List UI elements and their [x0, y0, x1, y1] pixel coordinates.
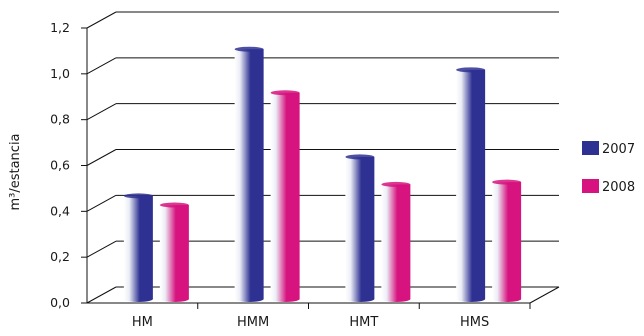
bars — [123, 46, 522, 302]
gridline-side — [86, 240, 117, 258]
y-axis-label: m³/estancia — [8, 133, 23, 210]
gridline-side — [86, 11, 117, 29]
y-tick-label: 0,8 — [50, 112, 70, 127]
gridline-side — [86, 149, 117, 166]
y-tick-label: 1,0 — [50, 66, 70, 81]
legend-item-2008: 2008 — [582, 179, 635, 195]
axes — [81, 27, 560, 309]
x-tick-label: HM — [132, 315, 153, 330]
y-tick-label: 0,6 — [50, 158, 70, 173]
gridlines — [86, 11, 559, 304]
gridline-side — [86, 57, 117, 75]
floor-edge — [529, 286, 560, 304]
gridline-side — [86, 103, 117, 121]
labels: m³/estancia 0,0 0,2 0,4 0,6 0,8 1,0 1,2 HM HMM HM… — [8, 20, 489, 330]
bar-hmm-2007 — [234, 46, 264, 302]
bar-hmt-2007 — [345, 154, 375, 302]
legend-swatch — [582, 141, 599, 155]
legend-item-2007: 2007 — [582, 141, 635, 157]
bar-hms-2007 — [456, 67, 486, 302]
y-tick-label: 0,2 — [50, 249, 70, 264]
y-tick-label: 1,2 — [50, 20, 70, 35]
x-tick-label: HMM — [237, 315, 269, 330]
bar-hms-2008 — [492, 179, 522, 302]
x-tick-label: HMS — [460, 315, 489, 330]
legend-label: 2007 — [602, 142, 635, 157]
y-tick-label: 0,4 — [50, 203, 70, 218]
bar-hmt-2008 — [381, 181, 411, 302]
gridline-side — [86, 194, 117, 212]
gridline-side — [86, 286, 117, 304]
legend-swatch — [582, 179, 599, 193]
x-tick-label: HMT — [349, 315, 378, 330]
bar-hm-2007 — [123, 193, 153, 302]
bar-hmm-2008 — [270, 90, 300, 302]
y-tick-label: 0,0 — [50, 295, 70, 310]
bar-hm-2008 — [159, 202, 189, 302]
legend-label: 2008 — [602, 180, 635, 195]
legend: 2007 2008 — [582, 141, 635, 195]
